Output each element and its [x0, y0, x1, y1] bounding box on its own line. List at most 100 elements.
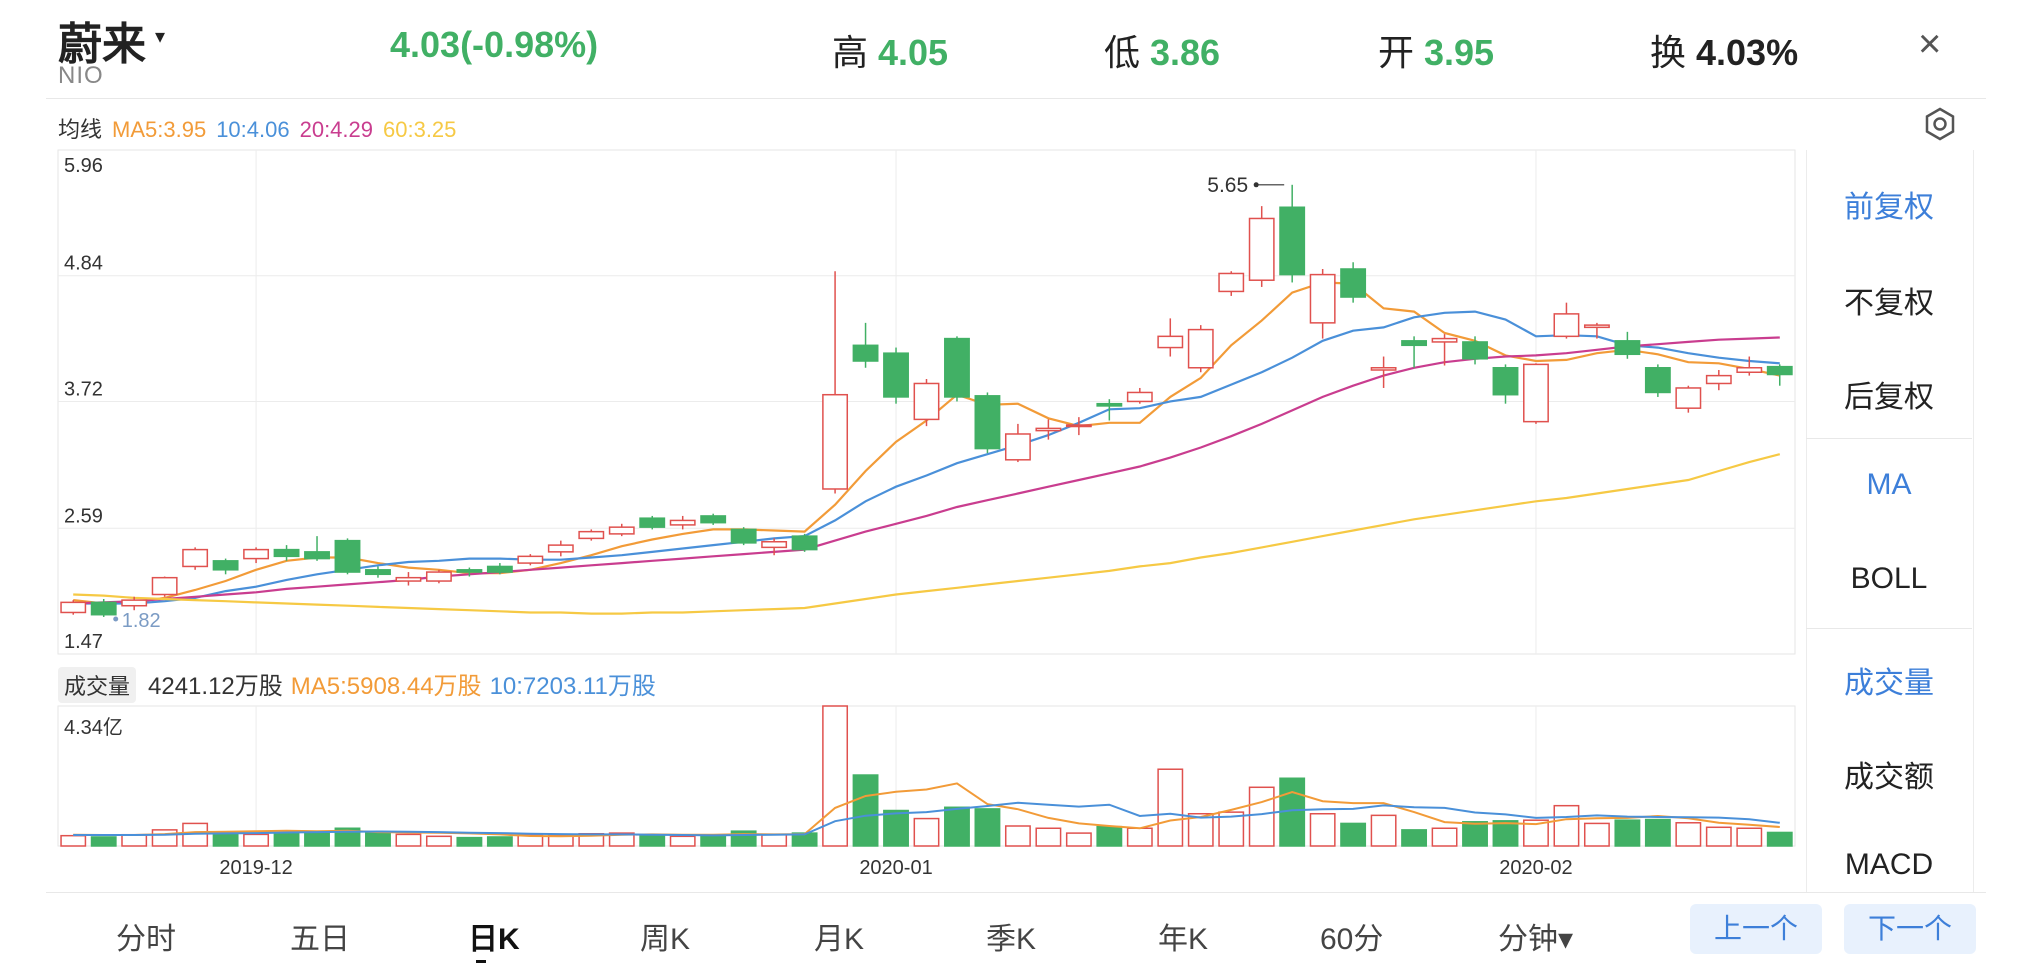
ma10-legend: 10:4.06 [216, 117, 290, 142]
candle-down [852, 344, 879, 362]
volume-bar-up [1309, 812, 1336, 847]
x-tick-label: 2020-02 [1499, 857, 1572, 879]
volume-bar-up [822, 705, 849, 847]
tab-60min[interactable]: 60分 [1320, 923, 1384, 956]
sidebar-item-macd[interactable]: MACD [1844, 848, 1934, 881]
candle-up [1065, 424, 1092, 428]
volume-bar-up [121, 833, 148, 847]
candle-down [1279, 206, 1306, 276]
candle-down [791, 535, 818, 551]
volume-legend-label: 成交量 [58, 667, 137, 703]
candle-up [395, 576, 422, 582]
volume-bar-up [1187, 812, 1214, 847]
active-tab-indicator [476, 960, 486, 963]
volume-bar-up [60, 834, 87, 847]
candle-down [639, 517, 666, 528]
volume-bar-down [700, 834, 727, 847]
candle-down [1340, 268, 1367, 298]
volume-bar-down [1492, 820, 1519, 847]
volume-bar-up [1004, 825, 1031, 847]
tab-minute-dropdown[interactable]: 分钟▾ [1498, 923, 1574, 956]
ma60-line [73, 453, 1781, 615]
volume-bar-up [395, 833, 422, 847]
sidebar-divider-2 [1806, 628, 1972, 629]
candle-up [1218, 272, 1245, 293]
next-button[interactable]: 下一个 [1844, 904, 1976, 954]
sidebar-item-backward-adjusted[interactable]: 后复权 [1844, 381, 1934, 414]
settings-icon[interactable] [1922, 106, 1958, 142]
close-icon[interactable]: × [1918, 22, 1942, 66]
candle-down [1096, 402, 1123, 407]
stock-switch-caret-icon[interactable]: ▾ [155, 26, 166, 48]
tab-five-day[interactable]: 五日 [290, 923, 350, 956]
volume-bar-down [1614, 819, 1641, 847]
candle-up [1370, 367, 1397, 371]
prev-button[interactable]: 上一个 [1690, 904, 1822, 954]
sidebar-item-boll[interactable]: BOLL [1850, 562, 1928, 595]
tab-daily-k[interactable]: 日K [468, 923, 520, 956]
volume-bar-up [1736, 827, 1763, 847]
volume-bar-up [151, 829, 178, 847]
candle-up [913, 382, 940, 421]
sidebar-item-amount[interactable]: 成交额 [1844, 761, 1934, 794]
low-value: 3.86 [1150, 32, 1221, 73]
x-tick-label: 2020-01 [859, 857, 932, 879]
candle-down [1462, 341, 1488, 360]
sidebar-item-unadjusted[interactable]: 不复权 [1844, 287, 1934, 320]
candle-down [1401, 340, 1428, 347]
volume-bar-down [1462, 821, 1488, 847]
candle-up [1248, 217, 1275, 281]
volume-bar-down [212, 832, 239, 847]
candle-up [822, 393, 849, 490]
tab-yearly-k[interactable]: 年K [1158, 923, 1209, 956]
tabs-divider [46, 892, 1986, 893]
volume-bar-down [304, 831, 330, 847]
volume-bar-up [1248, 786, 1275, 847]
candle-up [1309, 273, 1336, 324]
sidebar-item-forward-adjusted[interactable]: 前复权 [1844, 191, 1934, 224]
ma20-legend: 20:4.29 [299, 117, 373, 142]
volume-bar-up [1553, 804, 1580, 847]
volume-bar-down [883, 809, 909, 847]
sidebar-item-volume[interactable]: 成交量 [1844, 667, 1934, 700]
y-tick-label: 1.47 [64, 631, 103, 653]
price-change: 4.03(-0.98%) [390, 24, 599, 65]
candle-up [1126, 391, 1153, 403]
candle-up [1431, 337, 1458, 343]
volume-legend: 成交量 4241.12万股 MA5:5908.44万股 10:7203.11万股 [58, 666, 656, 703]
candle-down [334, 539, 361, 573]
candle-up [1187, 328, 1214, 369]
ma-legend-label: 均线 [58, 117, 103, 142]
candle-up [60, 601, 87, 614]
tab-weekly-k[interactable]: 周K [640, 923, 691, 956]
candle-up [1736, 367, 1763, 374]
volume-bar-up [1370, 814, 1397, 847]
volume-bar-down [974, 808, 1001, 847]
low-label: 低 [1104, 32, 1141, 73]
x-tick-label: 2019-12 [219, 857, 292, 879]
candle-down [304, 551, 330, 560]
candle-up [578, 530, 605, 540]
volume-bar-up [1431, 827, 1458, 847]
tab-monthly-k[interactable]: 月K [814, 923, 865, 956]
candle-up [1583, 324, 1610, 329]
sidebar-item-ma[interactable]: MA [1866, 468, 1912, 501]
candle-down [456, 569, 483, 573]
candle-down [944, 337, 970, 398]
volume-bar-up [243, 833, 270, 847]
candle-up [761, 541, 788, 549]
candle-down [212, 560, 239, 571]
stock-code: NIO [58, 62, 104, 89]
tab-quarterly-k[interactable]: 季K [986, 923, 1037, 956]
candle-up [1675, 387, 1702, 409]
max-marker-dot [1253, 182, 1259, 188]
volume-bar-up [1705, 826, 1732, 847]
candle-up [1035, 427, 1062, 432]
volume-bar-down [1644, 818, 1671, 847]
stock-name[interactable]: 蔚来 [58, 20, 146, 69]
candle-down [1644, 367, 1671, 394]
open-label: 开 [1378, 32, 1415, 73]
tab-intraday[interactable]: 分时 [116, 923, 176, 956]
volume-bar-down [944, 806, 970, 847]
